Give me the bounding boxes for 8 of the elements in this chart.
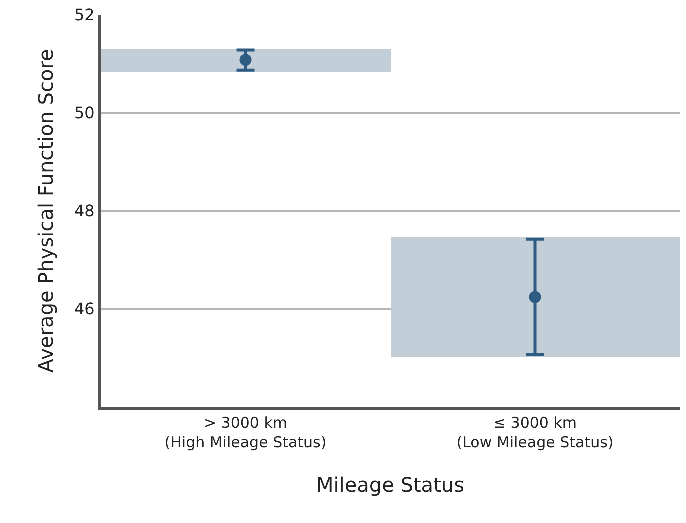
x-tick-label: > 3000 km (High Mileage Status) (164, 414, 327, 452)
y-tick-label: 48 (74, 202, 95, 221)
y-axis-title: Average Physical Function Score (34, 49, 58, 373)
x-tick-label: ≤ 3000 km (Low Mileage Status) (456, 414, 614, 452)
x-axis-title: Mileage Status (316, 473, 465, 497)
y-tick-label: 50 (74, 104, 95, 123)
y-tick-label: 52 (74, 6, 95, 25)
y-tick-label: 46 (74, 300, 95, 319)
